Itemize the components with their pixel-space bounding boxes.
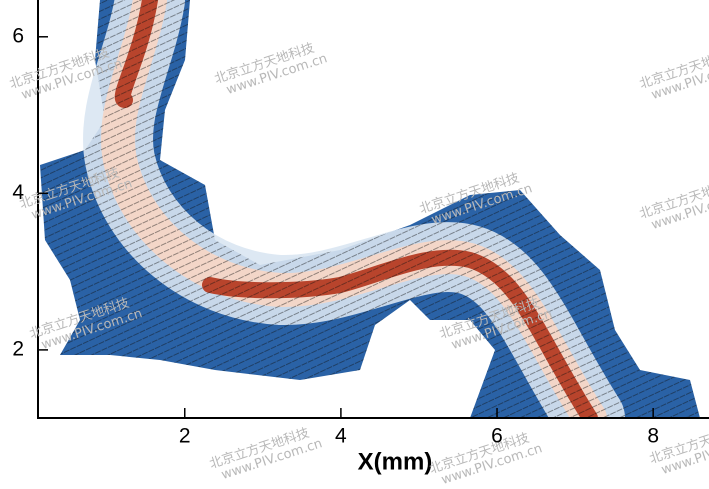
y-tick-label: 2 [12, 337, 24, 360]
flow-field [40, 0, 700, 418]
x-tick-label: 6 [491, 425, 503, 448]
y-tick-label: 4 [12, 181, 24, 204]
x-axis-label: X(mm) [358, 448, 433, 475]
y-tick-label: 6 [12, 24, 24, 47]
vector-arrows [40, 0, 700, 418]
x-tick-label: 4 [335, 425, 347, 448]
x-tick-label: 2 [179, 425, 191, 448]
x-tick-label: 8 [647, 425, 659, 448]
